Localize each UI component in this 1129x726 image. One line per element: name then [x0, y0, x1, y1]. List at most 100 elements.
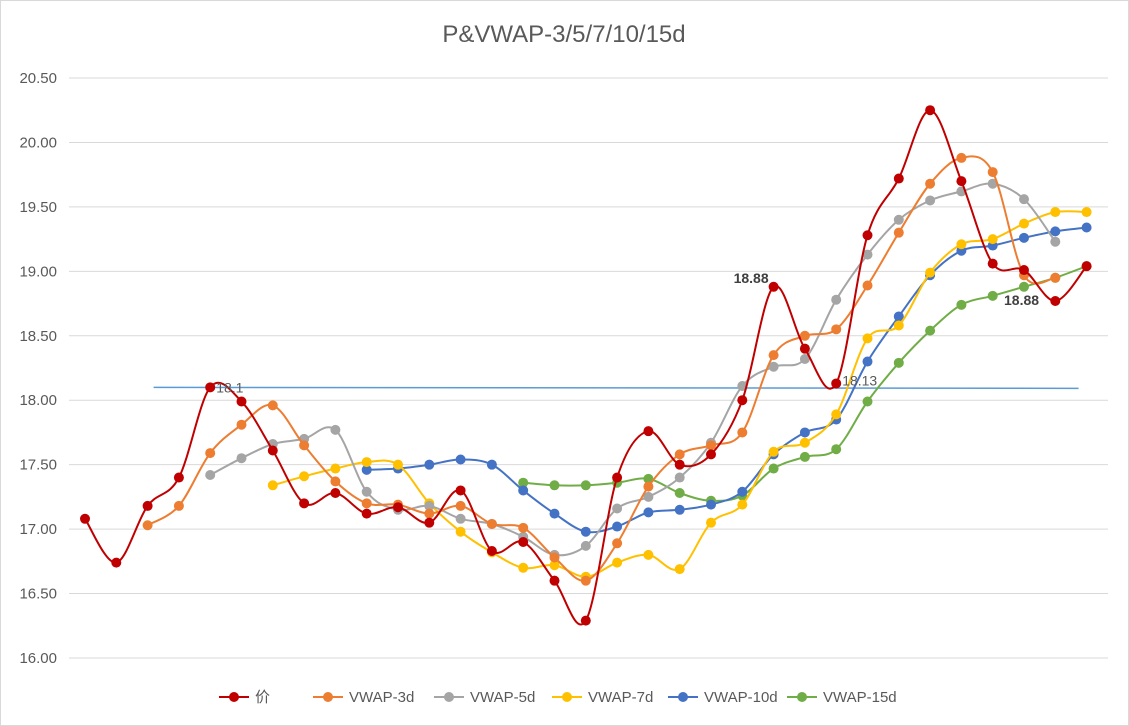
- series-1-point: [1050, 272, 1061, 283]
- series-0-line: [84, 109, 1088, 626]
- series-4-point: [893, 311, 904, 322]
- series-2-point: [768, 361, 779, 372]
- legend: 价 VWAP-3d VWAP-5d VWAP-7d VWAP-10d VWAP-15d: [219, 689, 897, 706]
- series-0-point: [925, 105, 936, 116]
- series-5-point: [643, 473, 654, 484]
- legend-swatch-marker: [444, 692, 454, 702]
- series-1-point: [205, 448, 216, 459]
- series-5-point: [580, 480, 591, 491]
- series-1-point: [424, 508, 435, 519]
- series-2-point: [1019, 194, 1029, 205]
- series-0-point: [549, 575, 560, 586]
- series-0-point: [267, 445, 278, 456]
- series-2: [205, 178, 1061, 560]
- y-tick-label: 17.50: [19, 457, 57, 474]
- series-0-point: [173, 472, 184, 483]
- series-3-point: [1050, 207, 1061, 218]
- series-1-point: [643, 481, 654, 492]
- series-2-point: [893, 214, 904, 225]
- series-1-point: [267, 400, 278, 411]
- series-0-point: [706, 449, 716, 460]
- series-3-point: [706, 517, 716, 528]
- series-0-point: [205, 382, 216, 393]
- series-0-point: [330, 488, 341, 499]
- series-5-point: [831, 444, 842, 455]
- legend-item: 价: [219, 689, 270, 706]
- chart-title: P&VWAP-3/5/7/10/15d: [442, 21, 685, 48]
- series-0-point: [142, 500, 153, 511]
- series-1-point: [956, 152, 967, 163]
- series-3-point: [518, 562, 529, 573]
- series-1-point: [612, 538, 623, 549]
- series-0-point: [674, 459, 685, 470]
- series-1-point: [549, 552, 560, 563]
- gridlines: [69, 77, 1108, 659]
- series-4-point: [799, 427, 810, 438]
- series-1-point: [330, 476, 341, 487]
- series-4-point: [643, 507, 654, 518]
- series-4-point: [361, 464, 372, 475]
- legend-item: VWAP-3d: [313, 689, 414, 706]
- y-tick-label: 18.00: [19, 392, 57, 409]
- series-1-point: [455, 500, 466, 511]
- series-4-point: [580, 526, 591, 537]
- series-3-point: [956, 239, 967, 250]
- series-0-point: [111, 557, 122, 568]
- legend-swatch-marker: [678, 692, 688, 702]
- series-3-point: [799, 437, 810, 448]
- legend-item: VWAP-5d: [434, 689, 535, 706]
- series-5-line: [523, 265, 1087, 502]
- legend-swatch-marker: [797, 692, 807, 702]
- series-2-point: [831, 294, 842, 305]
- series-0-point: [893, 173, 904, 184]
- series-0-point: [236, 396, 247, 407]
- series-3-point: [330, 463, 341, 474]
- y-tick-label: 20.50: [19, 70, 57, 87]
- series-0-point: [424, 517, 435, 528]
- series-1-point: [518, 522, 529, 533]
- series-3-point: [831, 409, 842, 420]
- series-0: [80, 105, 1092, 626]
- series-0-point: [1050, 295, 1061, 306]
- series-0-point: [1081, 261, 1092, 272]
- series-2-point: [1050, 236, 1061, 247]
- legend-label: VWAP-15d: [823, 689, 897, 706]
- series-1-point: [173, 500, 184, 511]
- reference-line: [153, 386, 1079, 390]
- series-2-point: [925, 195, 936, 206]
- series-3-point: [768, 446, 779, 457]
- series-2-point: [737, 381, 748, 392]
- series-0-point: [799, 343, 810, 354]
- y-tick-label: 16.50: [19, 586, 57, 603]
- y-axis: 16.00 16.50 17.00 17.50 18.00 18.50 19.00 19.50…: [19, 70, 57, 667]
- series-3-point: [612, 557, 623, 568]
- series-2-point: [205, 469, 216, 480]
- series-3-point: [1081, 207, 1092, 218]
- series-4-point: [612, 521, 623, 532]
- y-tick-label: 16.00: [19, 650, 57, 667]
- series-0-point: [831, 378, 842, 389]
- series-2-point: [580, 540, 591, 551]
- series-2-line: [209, 182, 1057, 557]
- series-2-point: [612, 503, 623, 514]
- series-5-point: [893, 357, 904, 368]
- series-2-point: [455, 513, 466, 524]
- series-3-point: [862, 333, 873, 344]
- series-1-point: [299, 440, 310, 451]
- series-1-line: [147, 155, 1056, 582]
- series-3-point: [643, 549, 654, 560]
- series-4-point: [424, 459, 435, 470]
- series-4-point: [1019, 232, 1029, 243]
- series-4-point: [518, 485, 529, 496]
- series-4-point: [1081, 222, 1092, 233]
- series-1-point: [142, 520, 153, 531]
- series-0-point: [643, 426, 654, 437]
- legend-label: 价: [255, 689, 270, 706]
- y-tick-label: 19.00: [19, 263, 57, 280]
- series-3-point: [737, 499, 748, 510]
- series-1-point: [674, 449, 685, 460]
- series-1: [142, 152, 1061, 586]
- annotation-label: 18.88: [1004, 292, 1039, 308]
- series-group: [80, 105, 1092, 626]
- series-5-point: [674, 488, 685, 499]
